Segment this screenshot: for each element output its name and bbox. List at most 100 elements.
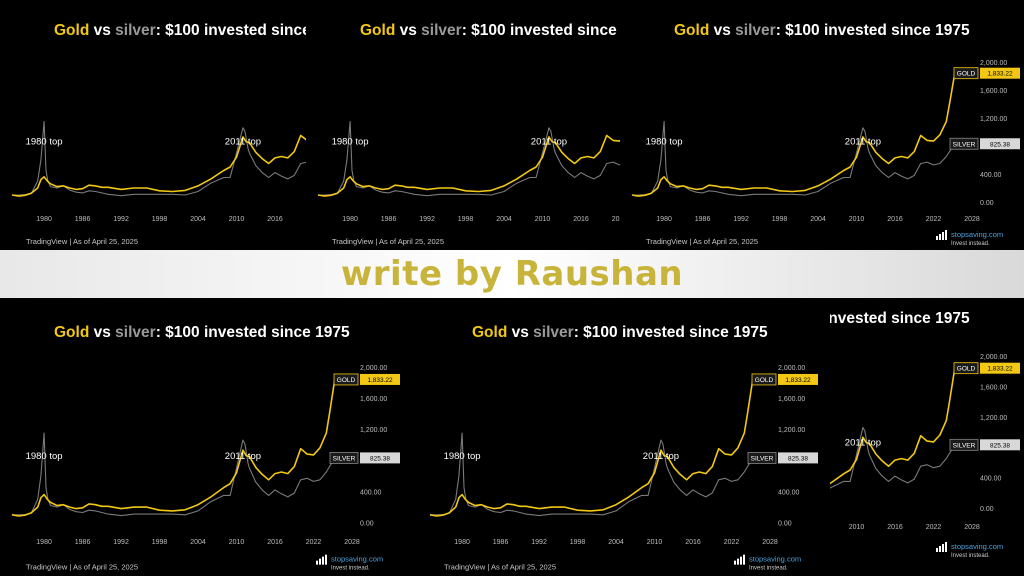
silver-tag-label: SILVER [953,141,976,148]
x-tick-label: 2004 [190,216,206,223]
banner: write by Raushan [0,250,1024,298]
gold-value-box [980,362,1020,374]
x-tick-label: 1980 [342,216,358,223]
series-line-gold [11,134,306,197]
title-rest: : $100 invested since 1975 [156,324,350,341]
chart: Gold vs silver: $100 invested since 1975… [11,324,400,572]
x-tick-label: 1986 [695,216,711,223]
gold-value-label: 1,833.22 [987,366,1013,373]
x-tick-label: 2010 [849,216,865,223]
series-line-silver [632,120,956,197]
x-tick-label: 2010 [535,216,551,223]
title-rest: : $100 invested since 1975 [156,22,306,39]
brand-icon [945,230,947,240]
y-tick-label: 1,200.00 [980,116,1007,123]
silver-tag-box [747,452,777,464]
x-tick-label: 2028 [344,539,360,546]
brand-icon [939,546,941,552]
brand-icon [939,234,941,240]
banner-text: write by Raushan [340,254,684,294]
title-vs: vs [395,22,421,39]
gold-tag-box [333,373,359,386]
x-tick-label: 2028 [964,216,980,223]
x-tick-label: 2028 [964,524,980,531]
series-line-gold [429,379,754,517]
x-tick-label: 2010 [229,539,245,546]
gold-tag-label: GOLD [957,366,976,373]
x-tick-label: 2016 [685,539,701,546]
title-vs: vs [89,324,115,341]
annotation-label: 2011 top [225,137,261,148]
x-tick-label: 2022 [612,216,620,223]
silver-tag-box [949,137,979,150]
chart-group: Gold vs silver: $100 invested since 1975… [11,22,306,246]
gold-value-box [980,67,1020,79]
x-tick-label: 2016 [887,524,903,531]
silver-tag-label: SILVER [751,455,774,462]
gold-value-label: 1,833.22 [987,71,1013,78]
series-line-silver [318,120,620,197]
y-tick-label: 2,000.00 [980,354,1007,361]
gold-tag-label: GOLD [755,377,774,384]
x-tick-label: 1998 [772,216,788,223]
brand-icon [743,554,745,565]
chart-group: Gold vs silver: $100 invested since 1975… [429,324,818,572]
y-tick-label: 1,600.00 [980,88,1007,95]
silver-tag-box [329,452,359,464]
series-line-silver [12,432,336,517]
annotation-label: 1980 top [332,137,369,148]
title-vs: vs [709,22,735,39]
title-vs: vs [89,22,115,39]
title-gold: Gold [360,22,395,39]
title-rest: : $100 invested since 1975 [830,310,970,327]
x-tick-label: 1980 [36,539,52,546]
y-tick-label: 2,000.00 [980,60,1007,67]
x-tick-label: 1992 [419,216,435,223]
gold-value-label: 1,833.22 [367,377,393,384]
chart-footer: TradingView | As of April 25, 2025 [26,237,138,246]
annotation-label: 2011 top [531,137,567,148]
x-tick-label: 2004 [496,216,512,223]
chart-group: Gold vs silver: $100 invested since 1975… [11,324,400,572]
silver-value-label: 825.38 [370,455,390,462]
y-tick-label: 1,600.00 [778,396,805,403]
title-gold: Gold [674,22,709,39]
chart: Gold vs silver: $100 invested since 1975… [11,22,306,246]
y-tick-label: 2,000.00 [360,365,387,372]
brand-icon [316,560,318,565]
title-silver: silver [421,22,462,39]
silver-tag-box [949,438,979,451]
y-tick-label: 0.00 [980,506,994,513]
x-tick-label: 2016 [573,216,589,223]
y-tick-label: 400.00 [360,489,382,496]
y-tick-label: 1,200.00 [980,415,1007,422]
y-tick-label: 1,600.00 [360,396,387,403]
chart-title: Gold vs silver: $100 invested since 1975 [54,324,350,341]
gold-tag-label: GOLD [957,71,976,78]
x-tick-label: 2028 [762,539,778,546]
x-tick-label: 1998 [152,539,168,546]
chart: Gold vs silver: $100 invested since 1975… [429,324,818,572]
title-silver: silver [115,324,156,341]
x-tick-label: 2016 [887,216,903,223]
y-tick-label: 1,600.00 [980,384,1007,391]
brand-tagline: Invest instead. [951,241,990,247]
series-line-silver [12,120,306,197]
brand-icon [737,558,739,565]
gold-value-box [360,373,400,385]
brand-icon [325,554,327,565]
title-vs: vs [507,324,533,341]
annotation-label: 1980 top [26,451,63,462]
x-tick-label: 2004 [810,216,826,223]
silver-tag-label: SILVER [333,455,356,462]
chart-group: Gold vs silver: $100 invested since 1975… [631,22,1020,247]
x-tick-label: 2022 [926,216,942,223]
x-tick-label: 1992 [531,539,547,546]
x-tick-label: 1986 [493,539,509,546]
y-tick-label: 2,000.00 [778,365,805,372]
annotation-label: 2011 top [845,137,881,148]
x-tick-label: 1992 [733,216,749,223]
annotation-label: 2011 top [643,451,679,462]
x-tick-label: 1980 [454,539,470,546]
y-tick-label: 400.00 [980,172,1002,179]
